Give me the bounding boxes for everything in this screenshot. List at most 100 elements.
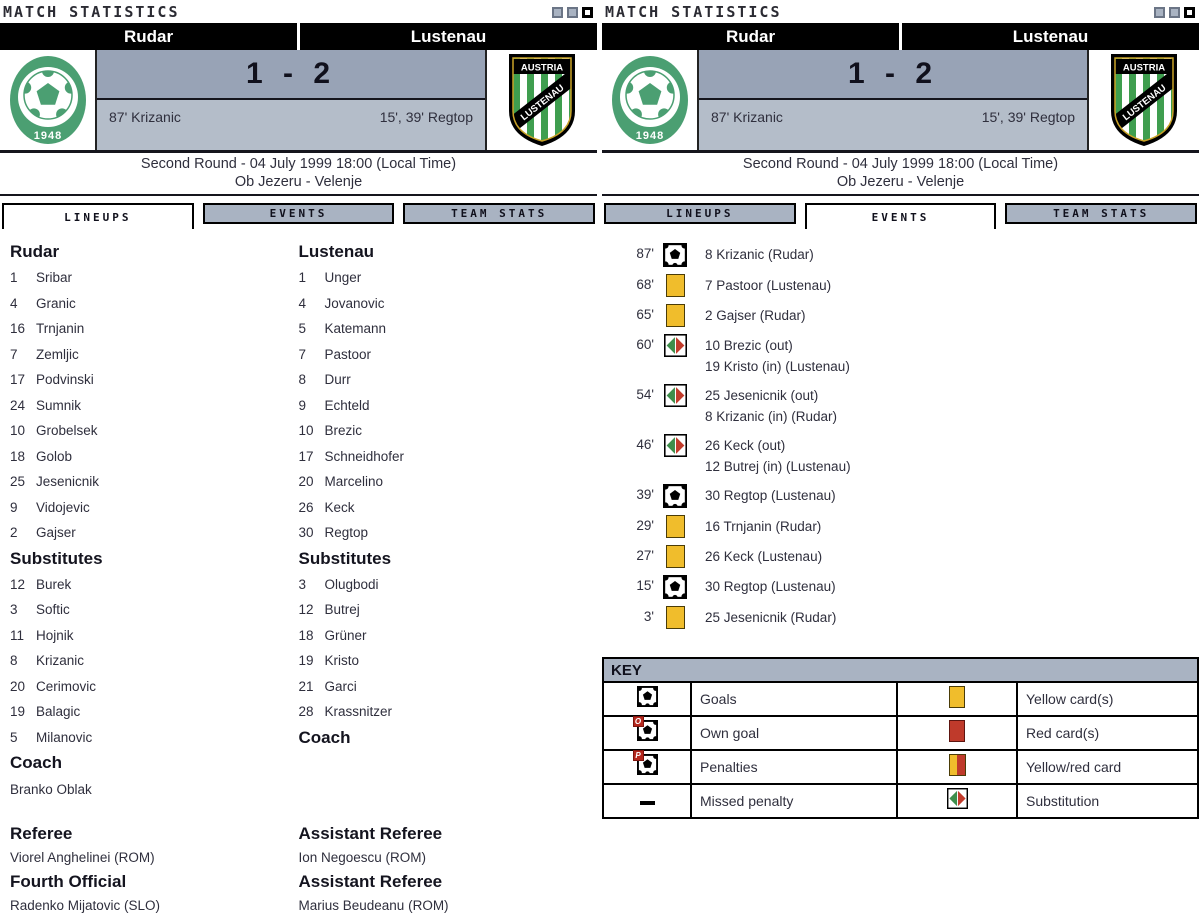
event-minute: 39' bbox=[636, 487, 654, 502]
player-name: Gajser bbox=[36, 525, 76, 541]
key-icon-cell bbox=[602, 681, 692, 717]
player-number: 5 bbox=[10, 729, 18, 745]
venue-line: Ob Jezeru - Velenje bbox=[836, 174, 965, 190]
own-goal-icon: O bbox=[632, 716, 658, 742]
player-name: Burek bbox=[36, 576, 72, 592]
player-row: 19 Kristo bbox=[299, 648, 588, 674]
event-line: 25 Jesenicnik (Rudar) bbox=[705, 610, 837, 625]
player-name: Echteld bbox=[324, 397, 370, 413]
player-row: 2 Gajser bbox=[10, 520, 299, 546]
player-row: 17 Schneidhofer bbox=[299, 444, 588, 470]
event-minute: 29' bbox=[636, 518, 654, 533]
window-square-icon[interactable] bbox=[582, 6, 593, 18]
player-row: 1 Unger bbox=[299, 265, 588, 291]
player-name: Granic bbox=[36, 295, 76, 311]
player-row: 4 Granic bbox=[10, 291, 299, 317]
crest-top-text: AUSTRIA bbox=[1123, 63, 1165, 74]
player-row: 3 Olugbodi bbox=[299, 572, 588, 598]
yellow-card-icon bbox=[665, 515, 685, 538]
player-row: 24 Sumnik bbox=[10, 393, 299, 419]
score: 1 - 2 bbox=[699, 50, 1087, 100]
player-row: 3 Softic bbox=[10, 597, 299, 623]
tab-team-stats[interactable]: TEAM STATS bbox=[1005, 203, 1198, 224]
player-number: 9 bbox=[298, 397, 307, 413]
match-info: Second Round - 04 July 1999 18:00 (Local… bbox=[602, 153, 1199, 194]
away-crest: LUSTENAU AUSTRIA bbox=[487, 50, 597, 150]
tab-lineups[interactable]: LINEUPS bbox=[604, 203, 796, 224]
key-label: Penalties bbox=[690, 749, 898, 785]
player-name: Krizanic bbox=[36, 653, 85, 669]
player-number: 8 bbox=[10, 653, 18, 669]
official-role: Fourth Official bbox=[10, 872, 127, 891]
event-icon-cell bbox=[663, 334, 687, 357]
player-row: 21 Garci bbox=[299, 674, 588, 700]
player-number: 25 bbox=[10, 474, 26, 490]
player-number: 4 bbox=[298, 295, 307, 311]
substitutes-heading: Substitutes bbox=[298, 548, 392, 568]
player-name: Balagic bbox=[36, 704, 81, 720]
tab-events[interactable]: EVENTS bbox=[202, 203, 395, 224]
tab-events[interactable]: EVENTS bbox=[804, 203, 997, 229]
player-name: Grüner bbox=[324, 627, 367, 643]
window-square-icon[interactable] bbox=[567, 6, 578, 18]
match-info: Second Round - 04 July 1999 18:00 (Local… bbox=[0, 153, 597, 194]
divider bbox=[602, 194, 1199, 196]
player-number: 4 bbox=[10, 295, 18, 311]
tab-team-stats[interactable]: TEAM STATS bbox=[403, 203, 596, 224]
player-row: 17 Podvinski bbox=[10, 367, 299, 393]
event-icon-cell bbox=[663, 515, 687, 538]
window-square-icon[interactable] bbox=[552, 6, 563, 18]
away-team-name: Lustenau bbox=[297, 23, 597, 50]
substitution-icon bbox=[663, 384, 687, 407]
key-icon-cell: O bbox=[602, 715, 692, 751]
player-row: 5 Katemann bbox=[299, 316, 588, 342]
player-name: Golob bbox=[36, 448, 73, 464]
window-square-icon[interactable] bbox=[1184, 6, 1195, 18]
team-name-heading: Rudar bbox=[10, 242, 60, 261]
yellow-card-icon bbox=[665, 606, 685, 629]
yellow-card-icon bbox=[949, 685, 965, 708]
official-role: Assistant Referee bbox=[298, 872, 443, 891]
divider bbox=[602, 150, 1199, 153]
official-name: Radenko Mijatovic (SLO) bbox=[10, 898, 161, 913]
scorers: 87' Krizanic 15', 39' Regtop bbox=[699, 100, 1087, 150]
home-scorers: 87' Krizanic bbox=[711, 109, 783, 125]
tab-lineups[interactable]: LINEUPS bbox=[2, 203, 194, 229]
scorers: 87' Krizanic 15', 39' Regtop bbox=[97, 100, 485, 150]
player-row: 10 Grobelsek bbox=[10, 418, 299, 444]
event-row: 65' 2 Gajser (Rudar) bbox=[614, 304, 1199, 327]
coach-heading: Coach bbox=[298, 727, 351, 747]
player-name: Sribar bbox=[36, 270, 73, 286]
player-name: Krassnitzer bbox=[324, 704, 393, 720]
key-table: KEY Goals Yellow card(s) O Own goal Red card… bbox=[602, 657, 1199, 819]
event-icon-cell bbox=[663, 606, 687, 629]
player-row: 11 Hojnik bbox=[10, 623, 299, 649]
player-row: 18 Golob bbox=[10, 444, 299, 470]
key-icon-cell: P bbox=[602, 749, 692, 785]
player-name: Olugbodi bbox=[324, 576, 379, 592]
event-line: 7 Pastoor (Lustenau) bbox=[705, 278, 832, 293]
window-square-icon[interactable] bbox=[1154, 6, 1165, 18]
event-line: 26 Keck (Lustenau) bbox=[705, 549, 823, 564]
event-minute: 3' bbox=[643, 609, 654, 624]
score-box: 1 - 2 87' Krizanic 15', 39' Regtop bbox=[95, 50, 487, 150]
event-line: 30 Regtop (Lustenau) bbox=[705, 488, 836, 503]
event-text: 8 Krizanic (Rudar) bbox=[705, 243, 814, 265]
player-name: Brezic bbox=[324, 423, 363, 439]
key-title: KEY bbox=[602, 657, 1199, 683]
substitutes-heading: Substitutes bbox=[10, 548, 103, 568]
event-row: 68' 7 Pastoor (Lustenau) bbox=[614, 274, 1199, 297]
yellow-card-icon bbox=[665, 304, 685, 327]
window-title: MATCH STATISTICS bbox=[605, 3, 782, 21]
event-row: 29' 16 Trnjanin (Rudar) bbox=[614, 515, 1199, 538]
player-row: 30 Regtop bbox=[299, 520, 588, 546]
event-row: 27' 26 Keck (Lustenau) bbox=[614, 545, 1199, 568]
player-row: 25 Jesenicnik bbox=[10, 469, 299, 495]
key-icon-cell bbox=[896, 681, 1018, 717]
window-square-icon[interactable] bbox=[1169, 6, 1180, 18]
player-number: 3 bbox=[298, 576, 307, 592]
lustenau-crest-icon: LUSTENAU AUSTRIA bbox=[509, 54, 575, 146]
goal-icon bbox=[636, 685, 658, 708]
player-name: Regtop bbox=[324, 525, 369, 541]
away-lineup-column: Lustenau 1 Unger 4 Jovanovic 5 Katemann 7 Pastoo… bbox=[299, 239, 588, 802]
